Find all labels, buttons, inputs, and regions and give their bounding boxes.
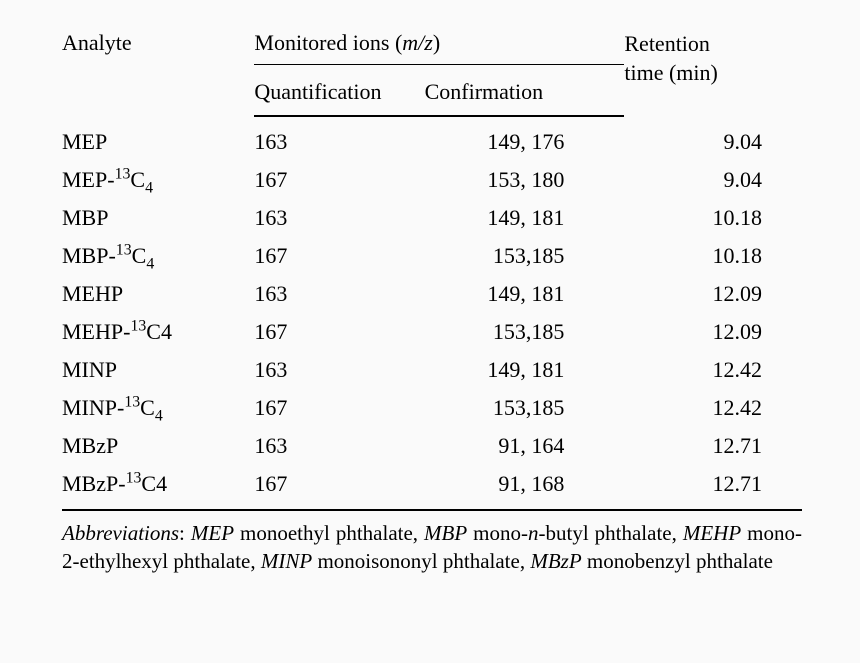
cell-analyte: MBzP-13C4	[62, 465, 254, 510]
table-row: MINP-13C4167153,18512.42	[62, 389, 802, 427]
cell-quantification: 167	[254, 237, 424, 275]
cell-analyte: MEP-13C4	[62, 161, 254, 199]
cell-quantification: 163	[254, 116, 424, 161]
cell-retention-time: 12.42	[624, 351, 802, 389]
table-row: MBP-13C4167153,18510.18	[62, 237, 802, 275]
table-row: MEP163149, 1769.04	[62, 116, 802, 161]
cell-quantification: 163	[254, 427, 424, 465]
table-row: MINP163149, 18112.42	[62, 351, 802, 389]
cell-retention-time: 9.04	[624, 161, 802, 199]
cell-quantification: 167	[254, 161, 424, 199]
ion-table: Analyte Monitored ions (m/z) Retentionti…	[62, 30, 802, 511]
table-page: Analyte Monitored ions (m/z) Retentionti…	[0, 0, 860, 663]
cell-retention-time: 12.09	[624, 275, 802, 313]
cell-analyte: MBzP	[62, 427, 254, 465]
header-monitored-ions: Monitored ions (m/z)	[254, 30, 624, 71]
cell-confirmation: 91, 168	[425, 465, 625, 510]
header-quantification: Quantification	[254, 71, 424, 116]
table-row: MEHP-13C4167153,18512.09	[62, 313, 802, 351]
cell-analyte: MBP-13C4	[62, 237, 254, 275]
cell-quantification: 163	[254, 275, 424, 313]
cell-confirmation: 149, 176	[425, 116, 625, 161]
cell-retention-time: 9.04	[624, 116, 802, 161]
cell-quantification: 167	[254, 389, 424, 427]
cell-retention-time: 10.18	[624, 199, 802, 237]
cell-confirmation: 153,185	[425, 313, 625, 351]
header-confirmation: Confirmation	[425, 71, 625, 116]
cell-analyte: MINP	[62, 351, 254, 389]
abbreviations-footer: Abbreviations: MEP monoethyl phthalate, …	[62, 511, 802, 576]
cell-analyte: MEHP-13C4	[62, 313, 254, 351]
cell-retention-time: 12.71	[624, 465, 802, 510]
table-row: MBzP-13C416791, 16812.71	[62, 465, 802, 510]
cell-quantification: 163	[254, 351, 424, 389]
cell-confirmation: 153,185	[425, 237, 625, 275]
cell-confirmation: 149, 181	[425, 199, 625, 237]
cell-confirmation: 149, 181	[425, 275, 625, 313]
table-body: MEP163149, 1769.04MEP-13C4167153, 1809.0…	[62, 116, 802, 510]
header-retention-time: Retentiontime (min)	[624, 30, 802, 116]
cell-confirmation: 149, 181	[425, 351, 625, 389]
table-row: MBzP16391, 16412.71	[62, 427, 802, 465]
table-header: Analyte Monitored ions (m/z) Retentionti…	[62, 30, 802, 116]
header-analyte: Analyte	[62, 30, 254, 116]
cell-analyte: MBP	[62, 199, 254, 237]
cell-quantification: 163	[254, 199, 424, 237]
cell-confirmation: 153, 180	[425, 161, 625, 199]
table-row: MEP-13C4167153, 1809.04	[62, 161, 802, 199]
cell-analyte: MEP	[62, 116, 254, 161]
table-row: MBP163149, 18110.18	[62, 199, 802, 237]
header-monitored-ions-label: Monitored ions (m/z)	[254, 30, 624, 65]
cell-retention-time: 10.18	[624, 237, 802, 275]
cell-confirmation: 153,185	[425, 389, 625, 427]
cell-retention-time: 12.09	[624, 313, 802, 351]
table-row: MEHP163149, 18112.09	[62, 275, 802, 313]
cell-retention-time: 12.71	[624, 427, 802, 465]
cell-analyte: MEHP	[62, 275, 254, 313]
cell-analyte: MINP-13C4	[62, 389, 254, 427]
cell-confirmation: 91, 164	[425, 427, 625, 465]
cell-quantification: 167	[254, 313, 424, 351]
cell-quantification: 167	[254, 465, 424, 510]
cell-retention-time: 12.42	[624, 389, 802, 427]
